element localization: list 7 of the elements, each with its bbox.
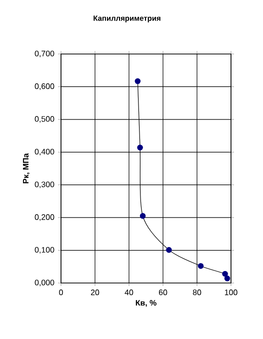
point [134,78,141,84]
point [137,144,143,150]
point [166,247,172,253]
point [224,276,230,282]
point [140,213,146,219]
point [198,263,204,269]
point [222,270,228,277]
